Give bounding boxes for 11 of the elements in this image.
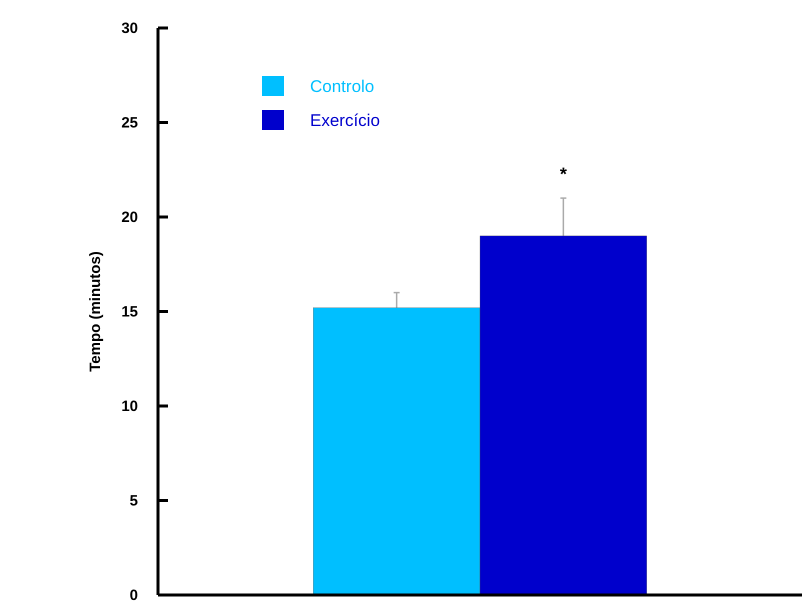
legend-label: Controlo xyxy=(310,77,374,96)
y-tick-label: 5 xyxy=(130,492,138,510)
y-tick-label: 30 xyxy=(121,20,138,37)
annotation: * xyxy=(560,164,567,184)
y-tick-label: 15 xyxy=(121,303,138,320)
legend-label: Exercício xyxy=(310,111,380,130)
y-tick-label: 20 xyxy=(121,208,138,226)
y-tick-label: 0 xyxy=(130,586,138,601)
y-tick-label: 10 xyxy=(121,398,138,415)
y-axis-title: Tempo (minutos) xyxy=(87,251,104,372)
y-tick-label: 25 xyxy=(121,114,138,132)
